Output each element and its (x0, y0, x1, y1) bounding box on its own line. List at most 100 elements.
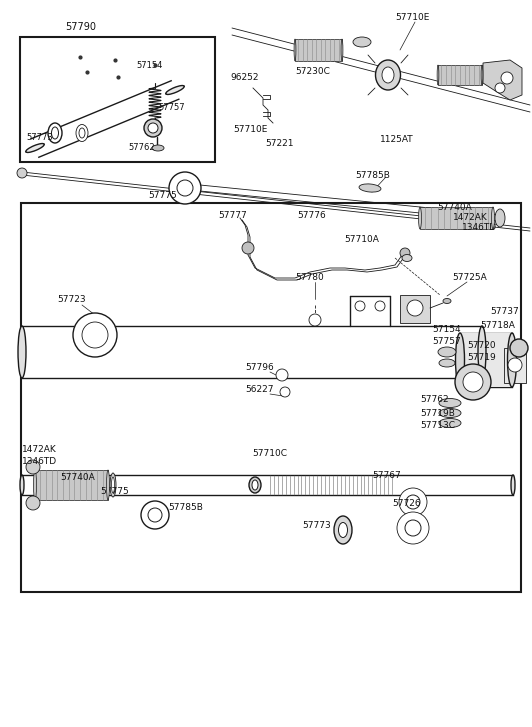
Circle shape (501, 72, 513, 84)
Ellipse shape (492, 207, 494, 229)
Text: 57719B: 57719B (420, 409, 455, 417)
Text: 1472AK: 1472AK (453, 214, 488, 222)
Ellipse shape (76, 124, 88, 142)
Text: 57785B: 57785B (168, 502, 203, 512)
Circle shape (242, 242, 254, 254)
Polygon shape (35, 470, 108, 500)
Polygon shape (22, 326, 482, 378)
Bar (21, 203, 521, 592)
Ellipse shape (165, 86, 184, 95)
Ellipse shape (376, 60, 401, 90)
Text: 57720: 57720 (467, 340, 496, 350)
Ellipse shape (334, 516, 352, 544)
Text: 57773: 57773 (26, 134, 53, 142)
Polygon shape (31, 81, 179, 157)
Circle shape (375, 301, 385, 311)
Text: 57154: 57154 (432, 326, 461, 334)
Ellipse shape (508, 333, 517, 387)
Polygon shape (483, 60, 522, 100)
Text: 57713C: 57713C (420, 422, 455, 430)
Text: 57154: 57154 (136, 60, 162, 70)
Text: 57762: 57762 (128, 143, 155, 153)
Circle shape (508, 358, 522, 372)
Polygon shape (438, 65, 482, 85)
Ellipse shape (106, 470, 110, 500)
Ellipse shape (439, 419, 461, 427)
Text: 57767: 57767 (372, 472, 401, 481)
Text: 57773: 57773 (302, 521, 331, 529)
Circle shape (407, 300, 423, 316)
Circle shape (309, 314, 321, 326)
Ellipse shape (495, 209, 505, 227)
Text: 1346TD: 1346TD (22, 457, 57, 467)
Text: 57790: 57790 (65, 22, 96, 32)
Ellipse shape (419, 207, 421, 229)
Circle shape (400, 248, 410, 258)
Polygon shape (22, 475, 513, 495)
Text: 57725A: 57725A (452, 273, 487, 283)
Ellipse shape (481, 65, 483, 85)
Circle shape (495, 83, 505, 93)
Bar (20, 37, 215, 162)
Text: 57221: 57221 (265, 139, 294, 148)
Ellipse shape (439, 409, 461, 417)
Text: 1346TD: 1346TD (462, 223, 497, 233)
Ellipse shape (110, 473, 116, 497)
Circle shape (510, 339, 528, 357)
Ellipse shape (20, 475, 24, 495)
Ellipse shape (402, 254, 412, 262)
Circle shape (280, 387, 290, 397)
Circle shape (26, 460, 40, 474)
Text: 57710A: 57710A (344, 236, 379, 244)
Text: 57719: 57719 (467, 353, 496, 361)
Text: 57718A: 57718A (480, 321, 515, 329)
Ellipse shape (79, 128, 85, 138)
Text: 57230C: 57230C (295, 68, 330, 76)
Circle shape (276, 369, 288, 381)
Circle shape (355, 301, 365, 311)
Ellipse shape (112, 477, 114, 493)
Text: 57710E: 57710E (395, 14, 429, 23)
Circle shape (17, 168, 27, 178)
Ellipse shape (353, 37, 371, 47)
Ellipse shape (341, 39, 343, 61)
Ellipse shape (437, 65, 439, 85)
Ellipse shape (26, 143, 44, 153)
Polygon shape (420, 207, 493, 229)
Text: 57710E: 57710E (233, 126, 268, 134)
Text: 57723: 57723 (57, 295, 86, 305)
Text: 57777: 57777 (218, 211, 247, 220)
Text: 57737: 57737 (490, 308, 519, 316)
Circle shape (455, 364, 491, 400)
Ellipse shape (294, 39, 296, 61)
Text: 57710C: 57710C (252, 449, 287, 457)
Bar (400, 295, 430, 323)
Circle shape (26, 496, 40, 510)
Text: 57775: 57775 (100, 488, 129, 497)
Circle shape (177, 180, 193, 196)
Ellipse shape (443, 299, 451, 303)
Circle shape (148, 123, 158, 133)
Text: 1125AT: 1125AT (380, 135, 413, 145)
Circle shape (82, 322, 108, 348)
Ellipse shape (478, 326, 486, 378)
Text: 57740A: 57740A (60, 473, 95, 483)
Circle shape (406, 495, 420, 509)
Ellipse shape (152, 145, 164, 151)
Ellipse shape (438, 347, 456, 357)
Text: 57780: 57780 (295, 273, 324, 283)
Circle shape (141, 501, 169, 529)
Ellipse shape (439, 398, 461, 408)
Circle shape (144, 119, 162, 137)
Ellipse shape (252, 480, 258, 490)
Ellipse shape (382, 67, 394, 83)
Circle shape (399, 488, 427, 516)
Ellipse shape (455, 333, 464, 387)
Text: 57726: 57726 (392, 499, 421, 508)
Text: 57796: 57796 (245, 364, 274, 372)
Text: 57757: 57757 (432, 337, 461, 347)
Circle shape (463, 372, 483, 392)
Text: 57776: 57776 (297, 211, 326, 220)
Text: 1472AK: 1472AK (22, 446, 57, 454)
Circle shape (405, 520, 421, 536)
